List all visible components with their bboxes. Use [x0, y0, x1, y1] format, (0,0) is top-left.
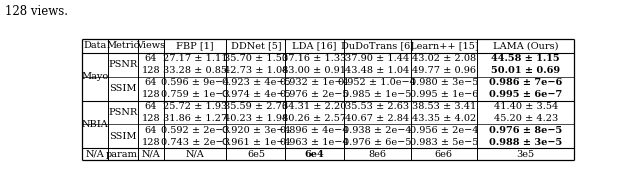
Text: 0.920 ± 3e−4: 0.920 ± 3e−4 [221, 126, 290, 135]
Text: 6e4: 6e4 [305, 150, 324, 159]
Text: 34.31 ± 2.20: 34.31 ± 2.20 [282, 102, 347, 111]
Text: 0.976 ± 6e−5: 0.976 ± 6e−5 [343, 138, 412, 147]
Text: 35.53 ± 2.63: 35.53 ± 2.63 [345, 102, 409, 111]
Text: FBP [1]: FBP [1] [176, 41, 214, 50]
Text: 44.58 ± 1.15: 44.58 ± 1.15 [492, 54, 560, 63]
Text: 43.48 ± 1.04: 43.48 ± 1.04 [345, 66, 410, 75]
Text: 43.00 ± 0.91: 43.00 ± 0.91 [282, 66, 346, 75]
Text: 0.743 ± 2e−3: 0.743 ± 2e−3 [161, 138, 230, 147]
Text: 35.59 ± 2.76: 35.59 ± 2.76 [224, 102, 288, 111]
Text: NBIA: NBIA [81, 120, 108, 129]
Text: 0.976 ± 2e−5: 0.976 ± 2e−5 [280, 90, 349, 99]
Text: 6e6: 6e6 [435, 150, 453, 159]
Text: 128 views.: 128 views. [5, 5, 68, 18]
Text: 43.02 ± 2.08: 43.02 ± 2.08 [412, 54, 476, 63]
Text: PSNR: PSNR [108, 108, 138, 117]
Text: 43.35 ± 4.02: 43.35 ± 4.02 [412, 114, 476, 123]
Text: 31.86 ± 1.27: 31.86 ± 1.27 [163, 114, 227, 123]
Text: 128: 128 [141, 90, 160, 99]
Text: Data: Data [83, 41, 106, 50]
Text: PSNR: PSNR [108, 60, 138, 69]
Text: param.: param. [106, 150, 141, 159]
Text: DuDoTrans [6]: DuDoTrans [6] [340, 41, 413, 50]
Text: 0.995 ± 6e−7: 0.995 ± 6e−7 [489, 90, 563, 99]
Text: 0.938 ± 2e−4: 0.938 ± 2e−4 [343, 126, 412, 135]
Text: 35.70 ± 1.50: 35.70 ± 1.50 [224, 54, 288, 63]
Text: 0.956 ± 2e−4: 0.956 ± 2e−4 [410, 126, 478, 135]
Text: 0.995 ± 1e−6: 0.995 ± 1e−6 [410, 90, 478, 99]
Text: 37.16 ± 1.33: 37.16 ± 1.33 [282, 54, 347, 63]
Text: Learn++ [15]: Learn++ [15] [410, 41, 478, 50]
Text: 0.923 ± 4e−5: 0.923 ± 4e−5 [221, 78, 290, 87]
Text: 40.67 ± 2.84: 40.67 ± 2.84 [345, 114, 409, 123]
Text: 0.980 ± 3e−5: 0.980 ± 3e−5 [410, 78, 478, 87]
Text: 0.985 ± 1e−5: 0.985 ± 1e−5 [343, 90, 412, 99]
Text: 45.20 ± 4.23: 45.20 ± 4.23 [493, 114, 557, 123]
Text: 0.596 ± 9e−4: 0.596 ± 9e−4 [161, 78, 229, 87]
Text: 64: 64 [145, 78, 157, 87]
Text: 3e5: 3e5 [516, 150, 534, 159]
Text: 0.759 ± 1e−3: 0.759 ± 1e−3 [161, 90, 229, 99]
Text: 0.974 ± 4e−5: 0.974 ± 4e−5 [221, 90, 290, 99]
Text: 64: 64 [145, 126, 157, 135]
Text: SSIM: SSIM [109, 132, 137, 141]
Text: LAMA (Ours): LAMA (Ours) [493, 41, 558, 50]
Text: 38.53 ± 3.41: 38.53 ± 3.41 [412, 102, 476, 111]
Text: 0.961 ± 1e−4: 0.961 ± 1e−4 [221, 138, 290, 147]
Text: 37.90 ± 1.44: 37.90 ± 1.44 [345, 54, 410, 63]
Text: 25.72 ± 1.93: 25.72 ± 1.93 [163, 102, 227, 111]
Text: 50.01 ± 0.69: 50.01 ± 0.69 [491, 66, 560, 75]
Text: 0.592 ± 2e−3: 0.592 ± 2e−3 [161, 126, 229, 135]
Text: 41.40 ± 3.54: 41.40 ± 3.54 [493, 102, 557, 111]
Text: 0.976 ± 8e−5: 0.976 ± 8e−5 [489, 126, 563, 135]
Text: 49.77 ± 0.96: 49.77 ± 0.96 [412, 66, 476, 75]
Text: 0.963 ± 1e−4: 0.963 ± 1e−4 [280, 138, 349, 147]
Text: 0.952 ± 1.0e−4: 0.952 ± 1.0e−4 [339, 78, 416, 87]
Text: 42.73 ± 1.08: 42.73 ± 1.08 [224, 66, 288, 75]
Text: 0.986 ± 7e−6: 0.986 ± 7e−6 [489, 78, 563, 87]
Text: SSIM: SSIM [109, 84, 137, 93]
Text: 64: 64 [145, 54, 157, 63]
Text: Views: Views [136, 41, 166, 50]
Text: 128: 128 [141, 66, 160, 75]
Text: 0.932 ± 1e−4: 0.932 ± 1e−4 [280, 78, 349, 87]
Text: 27.17 ± 1.11: 27.17 ± 1.11 [163, 54, 227, 63]
Text: 0.896 ± 4e−4: 0.896 ± 4e−4 [280, 126, 349, 135]
Text: N/A: N/A [141, 150, 160, 159]
Text: 33.28 ± 0.85: 33.28 ± 0.85 [163, 66, 227, 75]
Text: 0.988 ± 3e−5: 0.988 ± 3e−5 [489, 138, 563, 147]
Text: N/A: N/A [85, 150, 104, 159]
Text: 128: 128 [141, 138, 160, 147]
Text: 40.26 ± 2.57: 40.26 ± 2.57 [282, 114, 346, 123]
Text: 40.23 ± 1.98: 40.23 ± 1.98 [224, 114, 288, 123]
Text: LDA [16]: LDA [16] [292, 41, 337, 50]
Text: 6e5: 6e5 [247, 150, 265, 159]
Text: 64: 64 [145, 102, 157, 111]
Text: Mayo: Mayo [81, 72, 108, 81]
Text: 128: 128 [141, 114, 160, 123]
Text: Metric: Metric [106, 41, 140, 50]
Text: DDNet [5]: DDNet [5] [230, 41, 281, 50]
Text: 0.983 ± 5e−5: 0.983 ± 5e−5 [410, 138, 478, 147]
Text: N/A: N/A [186, 150, 204, 159]
Text: 8e6: 8e6 [368, 150, 386, 159]
